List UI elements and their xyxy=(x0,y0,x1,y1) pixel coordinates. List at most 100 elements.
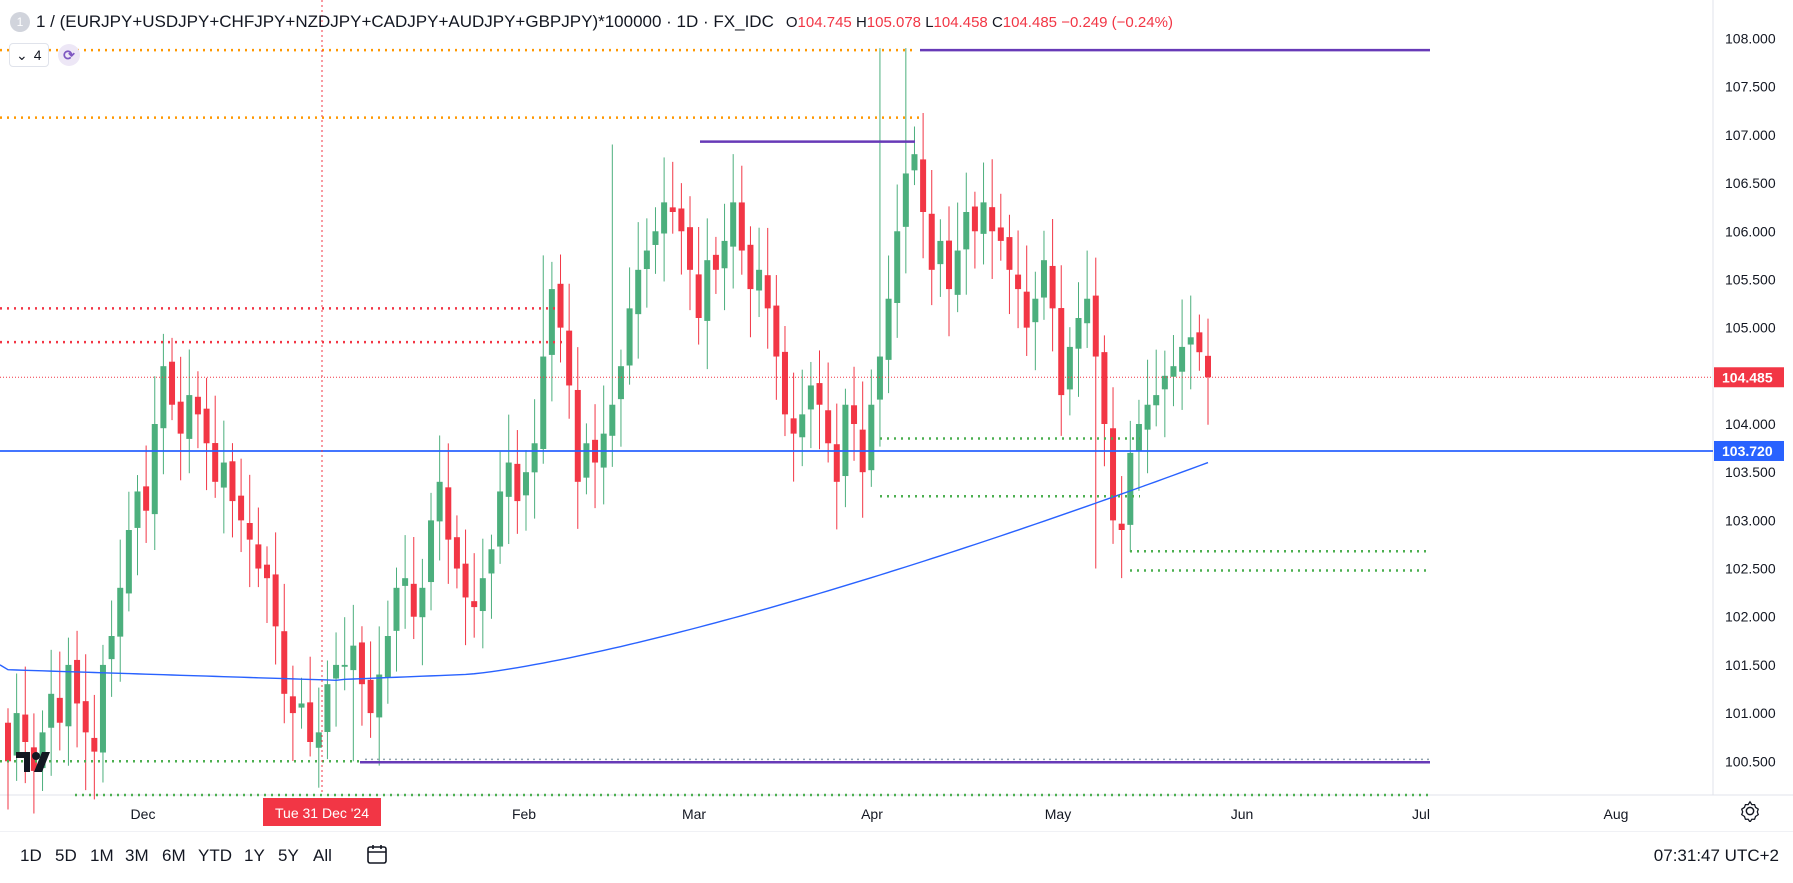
candle-body xyxy=(281,631,288,694)
candle-body xyxy=(376,674,383,718)
candle-body xyxy=(1101,352,1108,424)
candle-body xyxy=(920,159,927,212)
candle-body xyxy=(246,523,253,540)
price-tick-label: 101.000 xyxy=(1725,705,1776,721)
timeframe-button-1d[interactable]: 1D xyxy=(20,846,42,865)
candle-body xyxy=(125,530,132,594)
time-tick-label: Dec xyxy=(131,806,156,822)
candle-body xyxy=(669,207,676,212)
candle-body xyxy=(971,206,978,232)
candle-body xyxy=(548,289,555,355)
timeframe-button-5y[interactable]: 5Y xyxy=(278,846,299,865)
candle-body xyxy=(177,401,184,434)
candle-body xyxy=(428,520,435,583)
candle-body xyxy=(333,664,340,679)
candle-body xyxy=(626,308,633,366)
candle-body xyxy=(255,544,262,569)
symbol-title[interactable]: 1 / (EURJPY+USDJPY+CHFJPY+NZDJPY+CADJPY+… xyxy=(36,12,774,31)
close-value: 104.485 xyxy=(1002,13,1058,31)
candle-body xyxy=(22,714,29,742)
timeframe-button-ytd[interactable]: YTD xyxy=(198,846,232,865)
tradingview-logo-icon xyxy=(16,752,50,772)
time-tick-label: Aug xyxy=(1604,806,1629,822)
settings-gear-icon[interactable] xyxy=(1739,800,1761,822)
moving-average-line[interactable] xyxy=(0,461,1209,681)
candle-body xyxy=(462,563,469,598)
candle-body xyxy=(56,697,63,723)
timeframe-button-1m[interactable]: 1M xyxy=(90,846,114,865)
timeframe-button-5d[interactable]: 5D xyxy=(55,846,77,865)
candle-body xyxy=(937,240,944,265)
candle-body xyxy=(1161,375,1168,390)
candle-body xyxy=(445,487,452,540)
calendar-icon[interactable] xyxy=(365,842,389,866)
candle-body xyxy=(471,601,478,608)
candle-body xyxy=(505,462,512,497)
crosshair-date-tag xyxy=(263,798,381,826)
candle-body xyxy=(229,461,236,502)
candle-body xyxy=(410,583,417,617)
timeframe-button-3m[interactable]: 3M xyxy=(125,846,149,865)
candle-body xyxy=(928,213,935,270)
candle-body xyxy=(350,645,357,671)
candle-body xyxy=(203,408,210,444)
candle-body xyxy=(911,154,918,171)
last-price-tag xyxy=(1714,367,1784,388)
candle-body xyxy=(367,679,374,714)
candle-body xyxy=(488,549,495,574)
candle-body xyxy=(39,732,46,769)
candle-body xyxy=(1144,404,1151,430)
price-tick-label: 107.000 xyxy=(1725,127,1776,143)
candle-body xyxy=(1092,295,1099,357)
candle-body xyxy=(609,404,616,436)
candle-body xyxy=(583,443,590,478)
candle-body xyxy=(1040,260,1047,298)
candle-body xyxy=(1170,366,1177,377)
candle-body xyxy=(194,396,201,415)
timeframe-button-1y[interactable]: 1Y xyxy=(244,846,265,865)
candle-body xyxy=(885,298,892,360)
timeframe-button-6m[interactable]: 6M xyxy=(162,846,186,865)
candle-body xyxy=(1110,428,1117,521)
change-value: −0.249 (−0.24%) xyxy=(1061,13,1173,31)
candle-body xyxy=(1205,355,1211,378)
time-tick-label: Jun xyxy=(1231,806,1254,822)
price-tick-label: 105.000 xyxy=(1725,320,1776,336)
hline-price-tag-text: 103.720 xyxy=(1722,443,1773,459)
candle-body xyxy=(661,202,668,234)
candle-body xyxy=(773,305,780,357)
candle-body xyxy=(1023,291,1030,328)
indicators-toggle-button[interactable]: ⌄ 4 xyxy=(9,43,49,67)
price-tick-label: 100.500 xyxy=(1725,753,1776,769)
candle-body xyxy=(825,410,832,444)
clock-readout[interactable]: 07:31:47 UTC+2 xyxy=(1653,846,1779,865)
hline-price-tag xyxy=(1714,440,1784,461)
candle-body xyxy=(756,269,763,291)
candle-body xyxy=(514,463,521,502)
candle-body xyxy=(1006,237,1013,270)
candle-body xyxy=(324,684,331,732)
candle-body xyxy=(652,231,659,245)
candle-body xyxy=(1135,424,1142,451)
price-tick-label: 108.000 xyxy=(1725,31,1776,47)
candle-body xyxy=(730,202,737,247)
candle-body xyxy=(169,361,176,405)
timeframe-button-all[interactable]: All xyxy=(313,846,332,865)
candle-body xyxy=(82,701,89,733)
price-tick-label: 106.000 xyxy=(1725,223,1776,239)
candle-body xyxy=(747,244,754,290)
sync-icon[interactable]: ⟳ xyxy=(58,44,80,66)
ohlc-readout: O104.745 H105.078 L104.458 C104.485 −0.2… xyxy=(785,13,1173,31)
candle-body xyxy=(384,636,391,678)
candle-body xyxy=(151,424,158,515)
price-tick-label: 106.500 xyxy=(1725,175,1776,191)
time-tick-label: Jul xyxy=(1412,806,1430,822)
candle-body xyxy=(851,405,858,424)
candle-body xyxy=(799,414,806,438)
candle-body xyxy=(997,227,1004,241)
candle-body xyxy=(220,462,227,488)
candle-body xyxy=(453,537,460,569)
open-value: 104.745 xyxy=(797,13,852,31)
